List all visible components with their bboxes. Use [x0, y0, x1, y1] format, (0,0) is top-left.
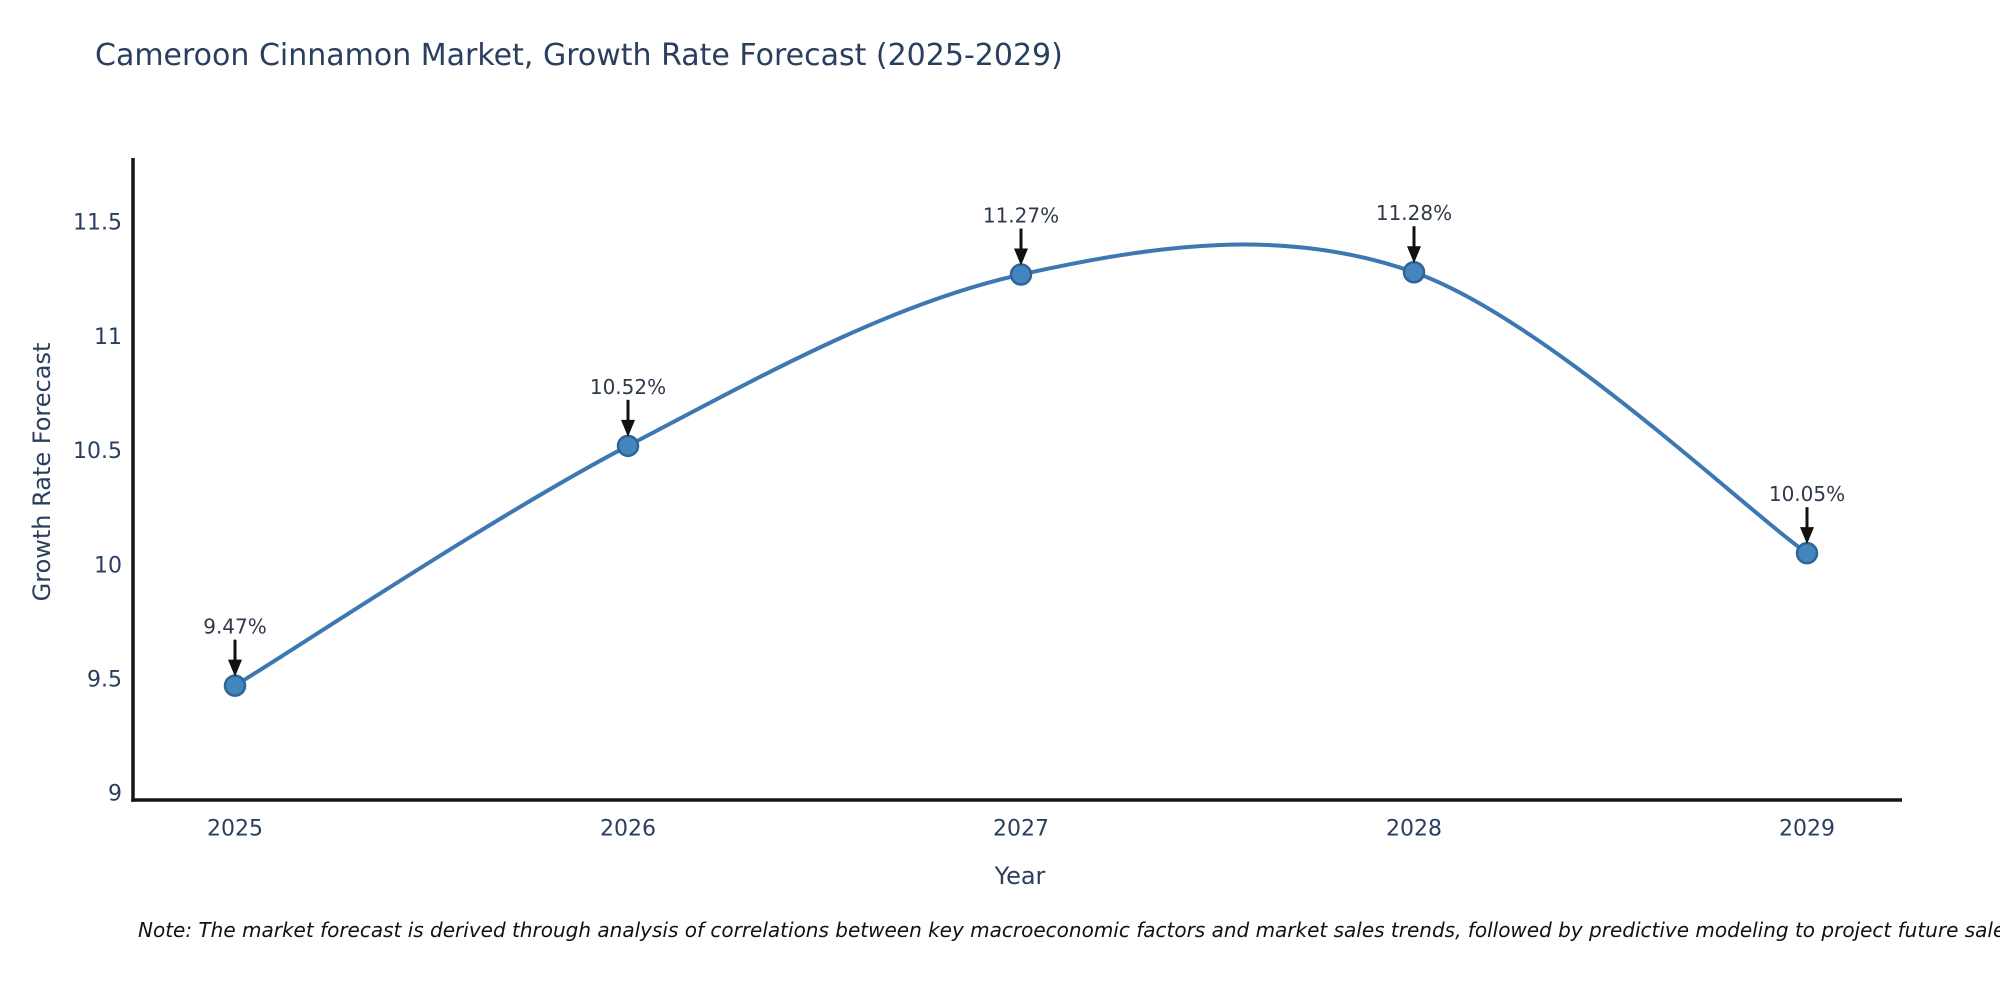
chart-title: Cameroon Cinnamon Market, Growth Rate Fo…	[95, 38, 1063, 73]
annotation-arrow-head	[1407, 246, 1421, 264]
data-point-marker[interactable]	[1402, 260, 1426, 284]
x-tick-label: 2025	[207, 817, 263, 842]
x-axis-title: Year	[994, 862, 1046, 890]
y-tick-label: 10	[94, 553, 122, 578]
data-point-label: 10.05%	[1769, 482, 1845, 506]
y-tick-label: 10.5	[73, 439, 122, 464]
annotation-arrow-head	[1014, 248, 1028, 266]
y-tick-label: 11.5	[73, 211, 122, 236]
footnote: Note: The market forecast is derived thr…	[138, 918, 2000, 942]
annotation-arrow-head	[1800, 527, 1814, 545]
x-tick-label: 2029	[1779, 817, 1835, 842]
y-tick-label: 9.5	[87, 668, 122, 693]
annotation-arrow-head	[621, 419, 635, 437]
data-point-label: 9.47%	[203, 615, 267, 639]
data-point-label: 11.28%	[1376, 201, 1452, 225]
forecast-line	[233, 242, 1809, 688]
data-point-label: 11.27%	[983, 204, 1059, 228]
x-tick-label: 2026	[600, 817, 656, 842]
x-tick-label: 2027	[993, 817, 1049, 842]
y-axis-title: Growth Rate Forecast	[28, 342, 56, 602]
annotation-arrow-head	[228, 659, 242, 677]
data-point-marker[interactable]	[616, 434, 640, 458]
y-tick-label: 9	[108, 782, 122, 807]
x-tick-label: 2028	[1386, 817, 1442, 842]
y-tick-label: 11	[94, 325, 122, 350]
data-point-marker[interactable]	[1009, 263, 1033, 286]
data-point-label: 10.52%	[590, 375, 666, 399]
data-point-marker[interactable]	[1795, 541, 1819, 565]
data-point-marker[interactable]	[223, 674, 247, 697]
